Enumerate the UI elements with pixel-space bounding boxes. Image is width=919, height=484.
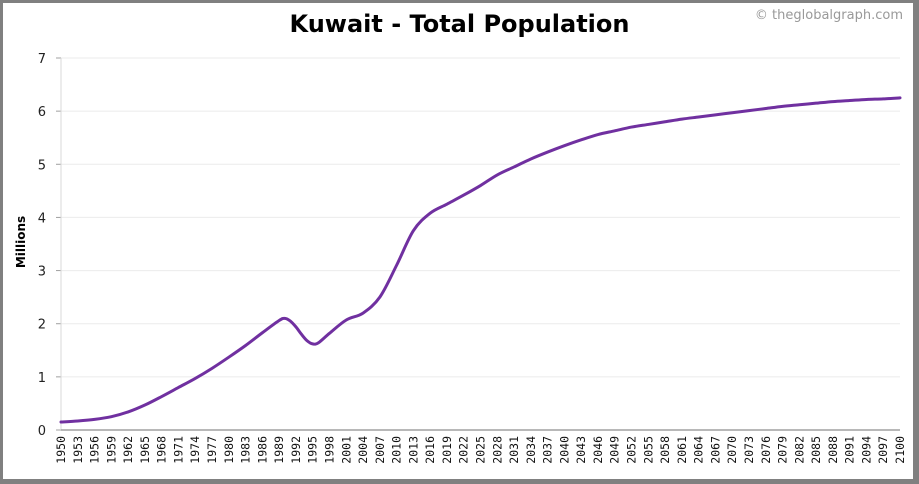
y-tick-label: 7 — [38, 52, 46, 67]
y-tick-label: 5 — [38, 158, 46, 173]
y-tick-label: 6 — [38, 105, 46, 120]
x-tick-label: 1992 — [289, 436, 303, 464]
x-tick-label: 2049 — [608, 436, 622, 464]
x-tick-label: 2055 — [641, 436, 655, 464]
x-tick-label: 2076 — [759, 436, 773, 464]
x-tick-label: 2079 — [776, 436, 790, 464]
x-tick-label: 2085 — [809, 436, 823, 464]
x-tick-label: 1968 — [155, 436, 169, 464]
x-tick-label: 1953 — [71, 436, 85, 464]
x-tick-label: 1995 — [306, 436, 320, 464]
x-tick-label: 2073 — [742, 436, 756, 464]
x-tick-label: 1959 — [104, 436, 118, 464]
credit-text: © theglobalgraph.com — [754, 8, 903, 23]
population-line — [59, 96, 902, 424]
x-tick-label: 2016 — [423, 436, 437, 464]
x-tick-label: 2034 — [524, 436, 538, 464]
x-tick-label: 1956 — [88, 436, 102, 464]
x-axis-ticks: 1950 1953 1956 1959 1962 1965 1968 1971 1974 1977… — [54, 436, 907, 464]
x-tick-label: 2064 — [692, 436, 706, 464]
x-tick-label: 1986 — [255, 436, 269, 464]
x-tick-label: 1971 — [171, 436, 185, 464]
y-tick-label: 3 — [38, 265, 46, 280]
x-tick-label: 2043 — [574, 436, 588, 464]
x-tick-label: 2010 — [390, 436, 404, 464]
x-tick-label: 1980 — [222, 436, 236, 464]
y-axis-ticks: 0 1 2 3 4 5 6 7 — [38, 52, 61, 439]
x-tick-label: 2070 — [725, 436, 739, 464]
x-tick-label: 2025 — [474, 436, 488, 464]
x-tick-label: 1950 — [54, 436, 68, 464]
x-tick-label: 1962 — [121, 436, 135, 464]
x-tick-label: 2088 — [826, 436, 840, 464]
y-tick-label: 2 — [38, 318, 46, 333]
x-tick-label: 1983 — [239, 436, 253, 464]
x-tick-label: 1965 — [138, 436, 152, 464]
x-tick-label: 2022 — [457, 436, 471, 464]
x-tick-label: 1989 — [272, 436, 286, 464]
gridlines — [61, 57, 900, 378]
x-tick-label: 2052 — [625, 436, 639, 464]
x-tick-label: 2058 — [658, 436, 672, 464]
x-tick-label: 2094 — [859, 436, 873, 464]
x-tick-label: 2004 — [356, 436, 370, 464]
x-tick-label: 2013 — [406, 436, 420, 464]
x-tick-label: 1977 — [205, 436, 219, 464]
x-tick-label: 2097 — [876, 436, 890, 464]
chart-title: Kuwait - Total Population — [289, 10, 630, 38]
y-axis-label: Millions — [14, 216, 28, 268]
x-tick-label: 2028 — [490, 436, 504, 464]
x-tick-label: 2046 — [591, 436, 605, 464]
x-tick-label: 2061 — [675, 436, 689, 464]
y-tick-label: 0 — [38, 424, 46, 439]
x-tick-label: 2037 — [541, 436, 555, 464]
y-tick-label: 1 — [38, 371, 46, 386]
x-tick-label: 2019 — [440, 436, 454, 464]
x-tick-label: 2091 — [843, 436, 857, 464]
x-tick-label: 2040 — [557, 436, 571, 464]
x-tick-label: 2082 — [792, 436, 806, 464]
x-tick-label: 2007 — [373, 436, 387, 464]
x-tick-label: 1998 — [322, 436, 336, 464]
x-tick-label: 2001 — [339, 436, 353, 464]
x-tick-label: 1974 — [188, 436, 202, 464]
x-tick-label: 2100 — [893, 436, 907, 464]
x-tick-label: 2031 — [507, 436, 521, 464]
y-tick-label: 4 — [38, 211, 46, 226]
x-tick-label: 2067 — [708, 436, 722, 464]
